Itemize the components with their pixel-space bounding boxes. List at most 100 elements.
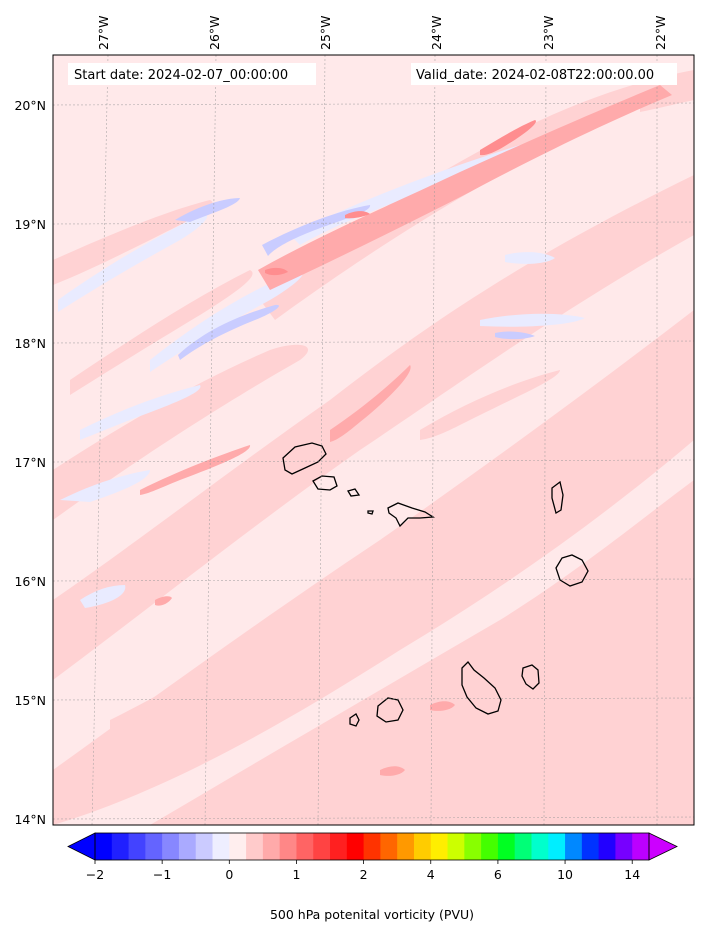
lat-label-20n: 20°N — [14, 98, 46, 113]
island-boa-vista — [555, 554, 589, 587]
colorbar-cell — [615, 833, 633, 860]
colorbar-cell — [162, 833, 180, 860]
coastlines — [282, 442, 589, 727]
pv-core — [345, 211, 370, 219]
lat-label-17n: 17°N — [14, 455, 46, 470]
latitude-labels: 20°N 19°N 18°N 17°N 16°N 15°N 14°N — [14, 98, 46, 827]
colorbar-cell — [363, 833, 381, 860]
colorbar-cell — [565, 833, 583, 860]
pv-band — [53, 200, 213, 285]
pv-maximum-cores — [265, 120, 536, 276]
map-frame — [52, 54, 695, 826]
pv-band — [150, 480, 694, 825]
colorbar-cell — [413, 833, 432, 860]
colorbar-cell — [279, 833, 297, 860]
pv-streak — [178, 304, 279, 360]
colorbar-cell — [111, 833, 130, 860]
pv-band — [505, 252, 555, 264]
colorbar-tick-label: 4 — [427, 867, 435, 882]
parallel — [53, 816, 694, 820]
colorbar-cell — [481, 833, 499, 860]
island-santa-luzia — [347, 488, 361, 497]
pv-band — [480, 313, 585, 327]
pv-streak — [495, 331, 535, 340]
pv-band — [110, 640, 271, 735]
colorbar-cell — [212, 833, 230, 860]
lon-label-22w: 22°W — [653, 15, 668, 50]
colorbar-cell — [145, 833, 163, 860]
colorbar-cell — [95, 833, 113, 860]
meridian — [91, 55, 109, 825]
pv-band — [290, 145, 522, 245]
lat-label-15n: 15°N — [14, 693, 46, 708]
pv-band — [53, 175, 694, 680]
lat-label-16n: 16°N — [14, 574, 46, 589]
pv-band — [420, 370, 560, 440]
pv-band — [140, 445, 251, 495]
pv-band — [70, 270, 253, 395]
colorbar-cell — [464, 833, 482, 860]
colorbar-tick-label: 10 — [557, 867, 573, 882]
pv-band — [330, 365, 411, 442]
colorbar-cell — [531, 833, 549, 860]
colorbar-cell — [246, 833, 264, 860]
lat-label-18n: 18°N — [14, 336, 46, 351]
colorbar-cell — [229, 833, 247, 860]
longitude-labels: 27°W 26°W 25°W 24°W 23°W 22°W — [96, 15, 668, 50]
colorbar-cell — [262, 833, 281, 860]
pv-core — [265, 267, 288, 276]
start-date-text: Start date: 2024-02-07_00:00:00 — [74, 68, 288, 83]
colorbar-cell — [128, 833, 146, 860]
pv-band — [80, 585, 126, 608]
colorbar-cell — [296, 833, 314, 860]
colorbar-cell — [330, 833, 348, 860]
colorbar-under-arrow — [67, 832, 96, 861]
colorbar-ticks: −2 −1 0 1 2 4 6 10 14 — [86, 860, 640, 882]
island-maio — [521, 664, 540, 690]
start-date-box — [68, 63, 316, 85]
colorbar-cell — [195, 833, 214, 860]
pv-band — [380, 766, 405, 776]
colorbar-over-arrow — [648, 832, 678, 861]
parallel — [53, 340, 694, 344]
colorbar-cell — [430, 833, 449, 860]
parallel — [53, 697, 694, 701]
pv-light-pink-bands — [53, 70, 694, 825]
lat-label-14n: 14°N — [14, 812, 46, 827]
pv-streak — [175, 198, 240, 222]
pv-negative-streaks — [175, 198, 535, 360]
pv-band — [53, 310, 694, 825]
colorbar-cell — [380, 833, 398, 860]
valid-date-text: Valid_date: 2024-02-08T22:00:00.00 — [416, 68, 654, 83]
colorbar-cell — [514, 833, 532, 860]
colorbar-tick-label: 0 — [225, 867, 233, 882]
lon-label-25w: 25°W — [318, 15, 333, 50]
pv-mid-pink-bands — [140, 85, 672, 776]
colorbar-cell — [397, 833, 415, 860]
colorbar-label: 500 hPa potenital vorticity (PVU) — [270, 907, 474, 922]
pv-band — [430, 701, 455, 711]
lon-label-26w: 26°W — [207, 15, 222, 50]
colorbar-tick-label: 2 — [360, 867, 368, 882]
colorbar-cell — [548, 833, 566, 860]
pv-streak — [262, 205, 371, 256]
colorbar-cell — [313, 833, 331, 860]
meridian — [430, 55, 436, 825]
meridian — [543, 55, 547, 825]
island-brava — [349, 713, 360, 727]
colorbar-tick-label: 6 — [494, 867, 502, 882]
pv-band — [58, 214, 208, 312]
lon-label-27w: 27°W — [96, 15, 111, 50]
meridian — [317, 55, 326, 825]
colorbar: −2 −1 0 1 2 4 6 10 14 500 hPa potenital vorticit… — [67, 832, 678, 922]
parallel — [53, 578, 694, 582]
colorbar-cell — [581, 833, 600, 860]
meridian — [204, 55, 217, 825]
colorbar-cell — [598, 833, 616, 860]
island-sal — [551, 480, 564, 515]
graticule — [53, 55, 694, 825]
parallel — [53, 221, 694, 225]
valid-date-box — [411, 63, 677, 85]
island-santo-antao — [282, 442, 327, 475]
